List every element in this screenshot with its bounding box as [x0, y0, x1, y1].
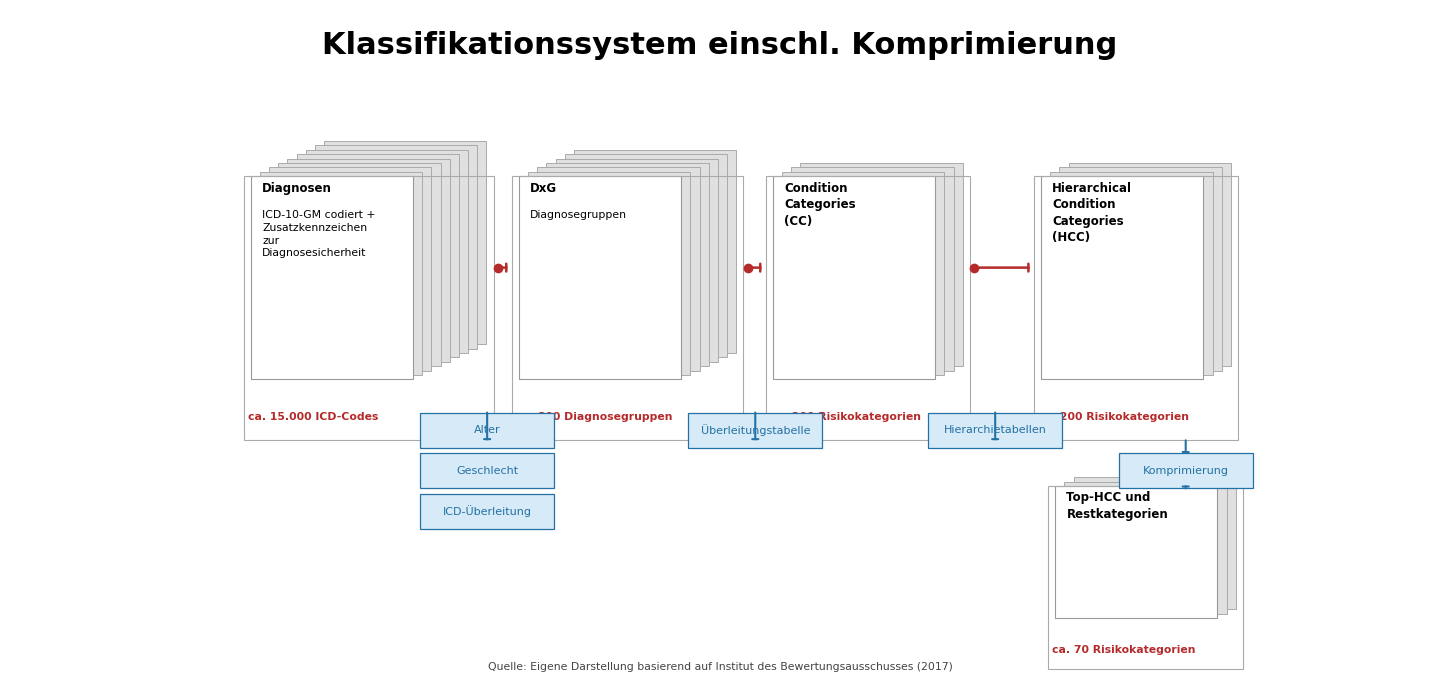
Text: ca. 15.000 ICD-Codes: ca. 15.000 ICD-Codes	[248, 412, 379, 422]
Text: ICD-Überleitung: ICD-Überleitung	[442, 505, 531, 518]
Text: ca. 70 Risikokategorien: ca. 70 Risikokategorien	[1053, 645, 1195, 655]
Bar	[1064, 482, 1227, 614]
Text: Geschlecht: Geschlecht	[456, 466, 518, 476]
Text: Hierarchietabellen: Hierarchietabellen	[943, 425, 1047, 435]
Bar	[1050, 172, 1212, 375]
Bar	[518, 176, 681, 379]
Bar	[511, 176, 743, 440]
Bar	[773, 176, 935, 379]
Bar	[1041, 176, 1204, 379]
Bar	[1073, 477, 1236, 609]
Bar	[791, 167, 953, 370]
Text: Alter: Alter	[474, 425, 501, 435]
Bar	[288, 159, 449, 362]
Bar	[1056, 486, 1217, 618]
Bar	[305, 150, 468, 353]
Text: Top-HCC und
Restkategorien: Top-HCC und Restkategorien	[1067, 491, 1168, 521]
Text: Diagnosegruppen: Diagnosegruppen	[530, 210, 628, 220]
Text: Condition
Categories
(CC): Condition Categories (CC)	[785, 182, 855, 227]
Bar	[278, 163, 441, 366]
Text: Hierarchical
Condition
Categories
(HCC): Hierarchical Condition Categories (HCC)	[1053, 182, 1132, 244]
Bar	[1048, 486, 1243, 669]
Bar	[420, 494, 554, 529]
Bar	[251, 176, 413, 379]
Bar	[1034, 176, 1238, 440]
Text: ICD-10-GM codiert +
Zusatzkennzeichen
zur
Diagnosesicherheit: ICD-10-GM codiert + Zusatzkennzeichen zu…	[262, 210, 376, 258]
Bar	[1119, 453, 1253, 489]
Text: Quelle: Eigene Darstellung basierend auf Institut des Bewertungsausschusses (201: Quelle: Eigene Darstellung basierend auf…	[488, 662, 952, 672]
Bar	[420, 453, 554, 489]
Bar	[546, 163, 708, 366]
Bar	[243, 176, 494, 440]
Bar	[929, 413, 1063, 448]
Bar	[575, 150, 736, 353]
Bar	[261, 172, 422, 375]
Bar	[537, 167, 700, 370]
Text: ca. 800 Diagnosegruppen: ca. 800 Diagnosegruppen	[516, 412, 672, 422]
Text: DxG: DxG	[530, 182, 557, 195]
Bar	[564, 154, 727, 357]
Text: Überleitungstabelle: Überleitungstabelle	[700, 424, 811, 436]
Bar	[269, 167, 432, 370]
Text: Klassifikationssystem einschl. Komprimierung: Klassifikationssystem einschl. Komprimie…	[323, 30, 1117, 59]
Bar	[297, 154, 459, 357]
Bar	[528, 172, 690, 375]
Text: Diagnosen: Diagnosen	[262, 182, 333, 195]
Bar	[782, 172, 945, 375]
Bar	[766, 176, 969, 440]
Bar	[1060, 167, 1221, 370]
Bar	[1068, 163, 1231, 366]
Text: ca. 200 Risikokategorien: ca. 200 Risikokategorien	[770, 412, 922, 422]
Bar	[556, 159, 719, 362]
Text: ca. 200 Risikokategorien: ca. 200 Risikokategorien	[1038, 412, 1189, 422]
Bar	[420, 413, 554, 448]
Bar	[315, 145, 477, 348]
Bar	[324, 141, 487, 344]
Bar	[801, 163, 963, 366]
Bar	[688, 413, 822, 448]
Text: Komprimierung: Komprimierung	[1143, 466, 1228, 476]
